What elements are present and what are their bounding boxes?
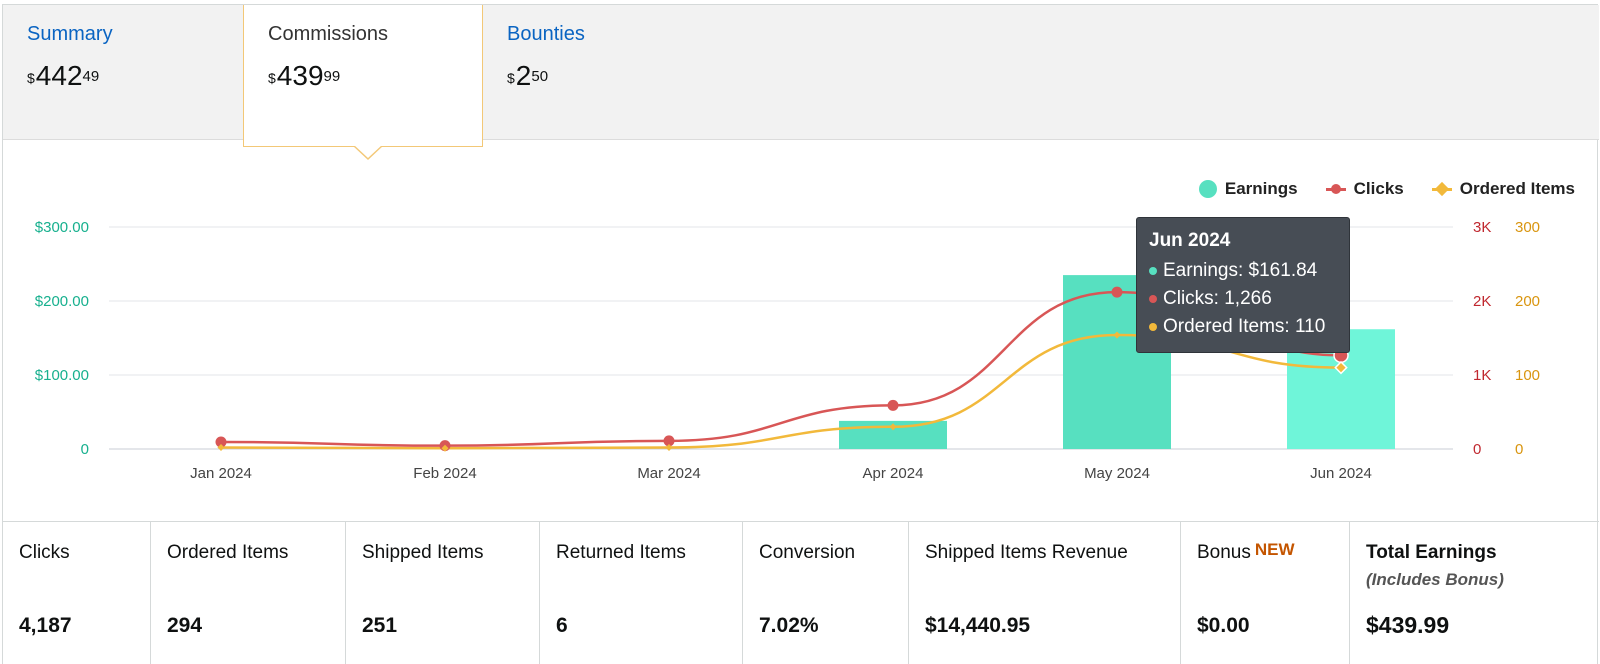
legend-clicks-label: Clicks bbox=[1353, 179, 1404, 198]
stat-label: Clicks bbox=[19, 542, 70, 563]
ordered-dot-icon bbox=[1149, 323, 1157, 331]
stat-sublabel: (Includes Bonus) bbox=[1366, 570, 1504, 589]
x-axis-tick-label: May 2024 bbox=[1084, 465, 1150, 482]
stat-bonus: Bonus NEW $0.00 bbox=[1181, 522, 1350, 664]
x-axis-tick-label: Feb 2024 bbox=[413, 465, 476, 482]
earnings-chart: 0 0 0 $100.00 1K 100 $200.00 2K 200 $300.00 3K 300 J… bbox=[3, 141, 1599, 521]
tab-summary[interactable]: Summary $44249 bbox=[3, 5, 243, 140]
ordered-items-point bbox=[1334, 360, 1348, 375]
stat-ordered-items: Ordered Items 294 bbox=[151, 522, 346, 664]
tooltip-row-ordered: Ordered Items: 110 bbox=[1149, 316, 1337, 338]
right-axis-clicks-tick-label: 0 bbox=[1473, 441, 1481, 458]
stat-label: Bonus NEW bbox=[1197, 540, 1295, 563]
left-axis-tick-label: $300.00 bbox=[35, 219, 89, 236]
stat-value: 251 bbox=[362, 614, 398, 637]
tab-commissions-amount: $43999 bbox=[268, 60, 341, 91]
stat-label: Returned Items bbox=[556, 542, 686, 563]
stat-conversion: Conversion 7.02% bbox=[743, 522, 909, 664]
active-tab-caret-icon bbox=[353, 145, 383, 160]
stat-label: Total Earnings bbox=[1366, 542, 1497, 563]
tab-summary-label: Summary bbox=[27, 23, 113, 45]
chart-tooltip: Jun 2024 Earnings: $161.84 Clicks: 1,266… bbox=[1136, 217, 1350, 353]
tab-summary-amount: $44249 bbox=[27, 60, 100, 91]
clicks-point bbox=[887, 399, 899, 411]
right-axis-ordered-tick-label: 300 bbox=[1515, 219, 1540, 236]
stat-label: Shipped Items bbox=[362, 542, 484, 563]
clicks-point bbox=[663, 435, 675, 447]
earnings-report-panel: Summary $44249 Commissions $43999 Bounti… bbox=[2, 4, 1599, 664]
stat-value: 294 bbox=[167, 614, 203, 637]
earnings-legend-icon bbox=[1198, 180, 1217, 198]
left-axis-tick-label: $200.00 bbox=[35, 293, 89, 310]
ordered-items-point bbox=[665, 443, 673, 452]
tooltip-row-clicks: Clicks: 1,266 bbox=[1149, 288, 1337, 310]
stat-value: 4,187 bbox=[19, 614, 72, 637]
earnings-dot-icon bbox=[1149, 267, 1157, 275]
tab-commissions[interactable]: Commissions $43999 bbox=[243, 5, 483, 160]
ordered-items-point bbox=[889, 423, 897, 431]
stat-shipped-items: Shipped Items 251 bbox=[346, 522, 540, 664]
legend-item-clicks[interactable]: Clicks bbox=[1325, 179, 1404, 199]
stat-clicks: Clicks 4,187 bbox=[3, 522, 151, 664]
ordered-items-point bbox=[441, 444, 449, 452]
stat-returned-items: Returned Items 6 bbox=[540, 522, 743, 664]
report-tabs: Summary $44249 Commissions $43999 Bounti… bbox=[3, 5, 1599, 160]
legend-earnings-label: Earnings bbox=[1224, 179, 1298, 198]
x-axis-tick-label: Apr 2024 bbox=[863, 465, 924, 482]
stat-value: 7.02% bbox=[759, 614, 819, 637]
x-axis-tick-label: Jan 2024 bbox=[190, 465, 252, 482]
tooltip-clicks-text: Clicks: 1,266 bbox=[1163, 288, 1272, 309]
tab-bounties[interactable]: Bounties $250 bbox=[483, 5, 723, 140]
right-axis-ordered-tick-label: 100 bbox=[1515, 367, 1540, 384]
left-axis-tick-label: $100.00 bbox=[35, 367, 89, 384]
stat-value: $14,440.95 bbox=[925, 614, 1031, 637]
tab-commissions-label: Commissions bbox=[268, 23, 389, 45]
clicks-legend-icon bbox=[1325, 183, 1346, 194]
stat-label: Ordered Items bbox=[167, 542, 289, 563]
new-badge: NEW bbox=[1254, 540, 1295, 559]
stat-value: $0.00 bbox=[1197, 614, 1250, 637]
tooltip-ordered-text: Ordered Items: 110 bbox=[1163, 316, 1326, 337]
stat-value: $439.99 bbox=[1366, 612, 1450, 638]
tooltip-title: Jun 2024 bbox=[1149, 230, 1231, 251]
tooltip-row-earnings: Earnings: $161.84 bbox=[1149, 260, 1337, 282]
right-axis-clicks-tick-label: 1K bbox=[1473, 367, 1491, 384]
left-axis-tick-label: 0 bbox=[81, 441, 89, 458]
right-axis-ordered-tick-label: 0 bbox=[1515, 441, 1523, 458]
ordered-items-legend-icon bbox=[1431, 187, 1452, 191]
tooltip-earnings-text: Earnings: $161.84 bbox=[1163, 260, 1318, 281]
right-axis-ordered-tick-label: 200 bbox=[1515, 293, 1540, 310]
ordered-items-point bbox=[217, 443, 225, 452]
right-axis-clicks-tick-label: 2K bbox=[1473, 293, 1491, 310]
tab-bounties-label: Bounties bbox=[507, 23, 585, 45]
stat-total-earnings: Total Earnings (Includes Bonus) $439.99 bbox=[1350, 522, 1599, 664]
right-axis-clicks-tick-label: 3K bbox=[1473, 219, 1491, 236]
stats-bar: Clicks 4,187 Ordered Items 294 Shipped I… bbox=[3, 521, 1599, 664]
x-axis-tick-label: Jun 2024 bbox=[1310, 465, 1372, 482]
stat-label: Shipped Items Revenue bbox=[925, 542, 1128, 563]
x-axis-tick-label: Mar 2024 bbox=[637, 465, 700, 482]
clicks-point bbox=[1111, 286, 1123, 298]
legend-ordered-label: Ordered Items bbox=[1459, 179, 1575, 198]
legend-item-ordered-items[interactable]: Ordered Items bbox=[1431, 179, 1575, 199]
clicks-dot-icon bbox=[1149, 295, 1157, 303]
tab-bounties-amount: $250 bbox=[507, 60, 549, 91]
stat-value: 6 bbox=[556, 614, 568, 637]
chart-legend: Earnings Clicks Ordered Items bbox=[1198, 179, 1575, 199]
legend-item-earnings[interactable]: Earnings bbox=[1198, 179, 1298, 199]
clicks-point bbox=[215, 436, 227, 448]
stat-shipped-revenue: Shipped Items Revenue $14,440.95 bbox=[909, 522, 1181, 664]
stat-label: Conversion bbox=[759, 542, 856, 563]
